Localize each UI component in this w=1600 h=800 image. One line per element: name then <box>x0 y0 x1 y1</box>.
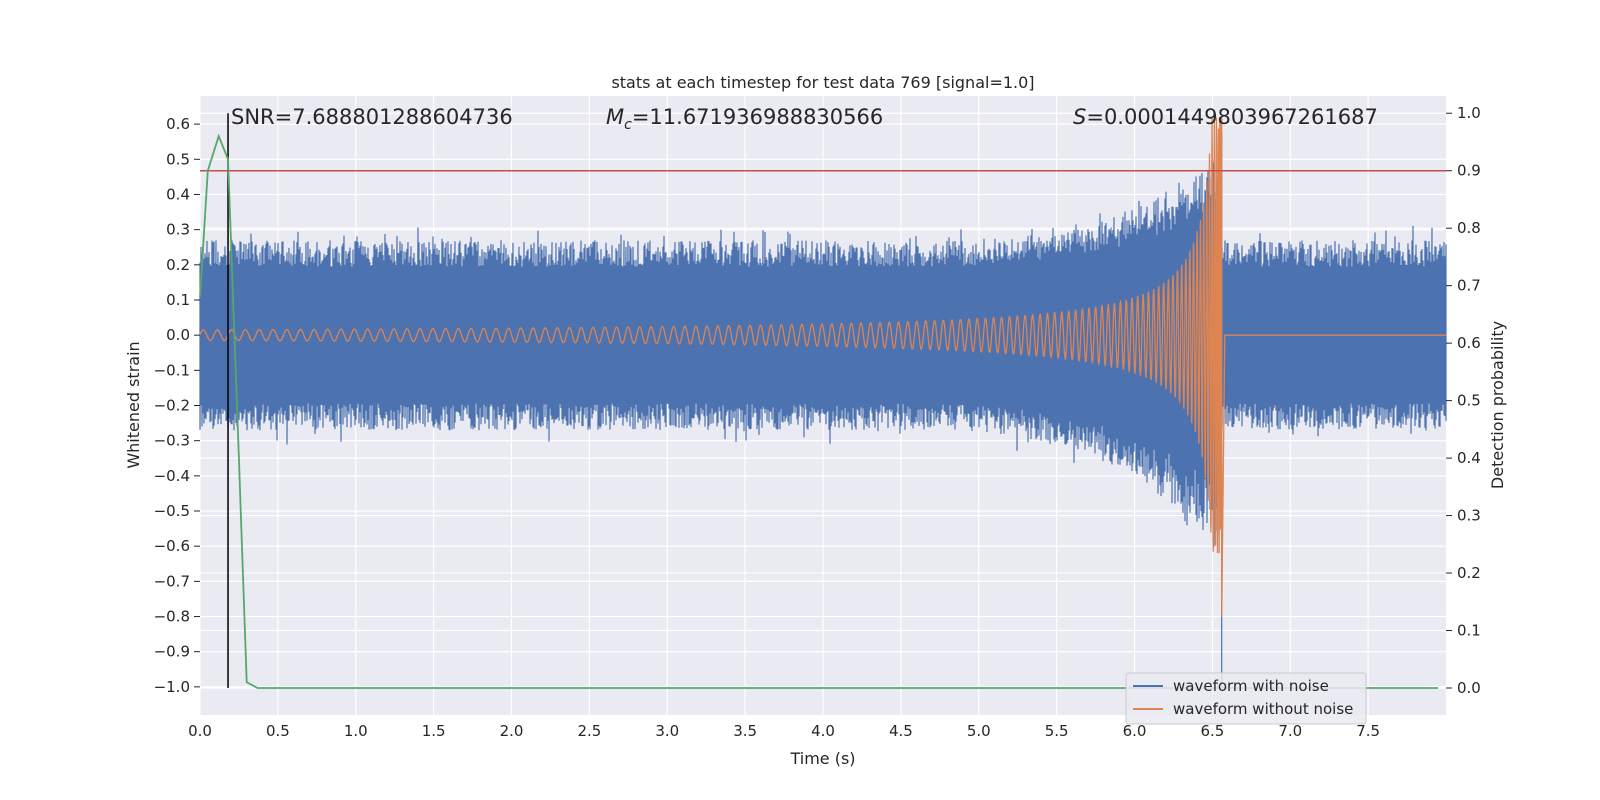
x-tick-label: 7.5 <box>1356 722 1380 740</box>
y-tick-label: −0.8 <box>154 608 190 626</box>
x-tick-label: 7.0 <box>1278 722 1302 740</box>
y-right-tick-label: 1.0 <box>1457 104 1481 122</box>
significance-symbol: S <box>1073 105 1086 129</box>
significance-value: =0.0001449803967261687 <box>1086 105 1378 129</box>
y-tick-label: −0.7 <box>154 572 190 590</box>
y-right-tick-label: 0.7 <box>1457 277 1481 295</box>
x-tick-label: 1.5 <box>422 722 446 740</box>
legend-label-with-noise: waveform with noise <box>1173 677 1329 695</box>
x-axis-label: Time (s) <box>789 749 855 768</box>
y-right-tick-label: 0.8 <box>1457 219 1481 237</box>
legend-label-without-noise: waveform without noise <box>1173 700 1353 718</box>
chirp-mass-subscript: c <box>624 117 632 133</box>
y-tick-label: −1.0 <box>154 678 190 696</box>
y-tick-label: 0.1 <box>166 291 190 309</box>
chirp-mass-value: =11.671936988830566 <box>632 105 883 129</box>
y-tick-label: 0.0 <box>166 326 190 344</box>
y-tick-label: −0.1 <box>154 361 190 379</box>
y-right-tick-label: 0.4 <box>1457 449 1481 467</box>
legend: waveform with noise waveform without noi… <box>1125 672 1367 725</box>
x-tick-label: 1.0 <box>344 722 368 740</box>
x-tick-label: 2.0 <box>500 722 524 740</box>
y-right-tick-label: 0.1 <box>1457 622 1481 640</box>
x-tick-label: 5.5 <box>1045 722 1069 740</box>
ticks: 0.0 0.5 1.0 1.5 2.0 2.5 3.0 3.5 4.0 4.5 5.0 5.5 6.0 6… <box>154 104 1481 740</box>
y-tick-label: −0.6 <box>154 537 190 555</box>
chart-title: stats at each timestep for test data 769… <box>611 73 1034 92</box>
snr-annotation: SNR=7.688801288604736 <box>231 105 513 129</box>
waveform-without-noise-line <box>199 117 1446 617</box>
x-tick-label: 0.5 <box>266 722 290 740</box>
x-tick-label: 5.0 <box>967 722 991 740</box>
x-tick-label: 6.0 <box>1123 722 1147 740</box>
y-right-tick-label: 0.3 <box>1457 507 1481 525</box>
y-right-tick-label: 0.2 <box>1457 564 1481 582</box>
y-right-tick-label: 0.6 <box>1457 334 1481 352</box>
y-tick-label: 0.2 <box>166 256 190 274</box>
y-tick-label: 0.6 <box>166 115 190 133</box>
chirp-mass-annotation: Mc=11.671936988830566 <box>606 105 883 133</box>
y-right-tick-label: 0.9 <box>1457 162 1481 180</box>
x-tick-label: 4.5 <box>889 722 913 740</box>
y-axis-label: Whitened strain <box>124 341 143 468</box>
y-tick-label: −0.5 <box>154 502 190 520</box>
y-tick-label: −0.2 <box>154 397 190 415</box>
y-tick-label: 0.4 <box>166 185 190 203</box>
y-right-tick-label: 0.0 <box>1457 679 1481 697</box>
y-right-tick-label: 0.5 <box>1457 392 1481 410</box>
x-tick-label: 0.0 <box>188 722 212 740</box>
detection-probability-line <box>199 133 1439 689</box>
y-tick-label: −0.9 <box>154 643 190 661</box>
series-layer <box>199 113 1447 689</box>
x-tick-label: 2.5 <box>577 722 601 740</box>
x-tick-label: 3.0 <box>655 722 679 740</box>
y-right-axis-label: Detection probability <box>1488 321 1507 489</box>
y-tick-label: 0.5 <box>166 150 190 168</box>
y-tick-label: 0.3 <box>166 221 190 239</box>
chirp-mass-symbol: M <box>606 105 624 129</box>
y-tick-label: −0.4 <box>154 467 190 485</box>
significance-annotation: S=0.0001449803967261687 <box>1073 105 1378 129</box>
legend-box <box>1125 672 1367 725</box>
x-tick-label: 6.5 <box>1200 722 1224 740</box>
x-tick-label: 4.0 <box>811 722 835 740</box>
y-tick-label: −0.3 <box>154 432 190 450</box>
x-tick-label: 3.5 <box>733 722 757 740</box>
